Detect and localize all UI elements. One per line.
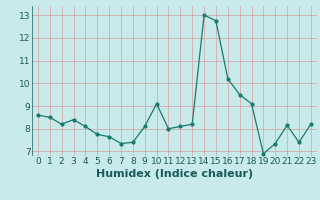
X-axis label: Humidex (Indice chaleur): Humidex (Indice chaleur): [96, 169, 253, 179]
